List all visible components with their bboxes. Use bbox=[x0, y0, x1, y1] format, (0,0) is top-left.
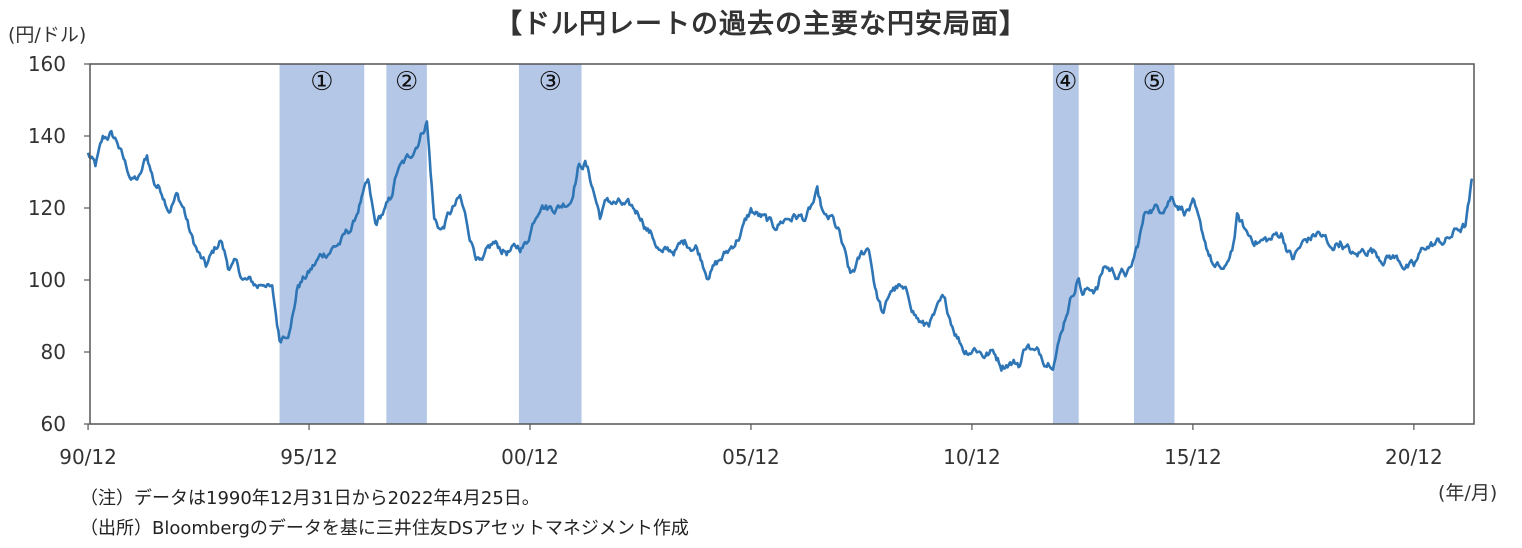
y-tick-label: 160 bbox=[28, 52, 66, 76]
plot-area bbox=[86, 120, 1474, 372]
shaded-period-1 bbox=[279, 64, 365, 424]
shaded-period-2 bbox=[386, 64, 427, 424]
axes: 60 80 100 120 140 160 90/12 95/12 00/12 05/12 10/1… bbox=[28, 52, 1475, 469]
x-tick-label: 15/12 bbox=[1164, 445, 1222, 469]
y-tick-label: 60 bbox=[41, 412, 66, 436]
y-tick-label: 120 bbox=[28, 196, 66, 220]
footnote-source: （出所）Bloombergのデータを基に三井住友DSアセットマネジメント作成 bbox=[80, 518, 689, 539]
shaded-period-label-4: ④ bbox=[1054, 67, 1077, 97]
y-tick-label: 80 bbox=[41, 340, 66, 364]
usdjpy-line bbox=[86, 120, 1474, 372]
chart-title: 【ドル円レートの過去の主要な円安局面】 bbox=[495, 9, 1027, 40]
plot-frame bbox=[89, 63, 1475, 425]
shaded-period-label-2: ② bbox=[395, 67, 418, 97]
x-tick-label: 95/12 bbox=[280, 445, 338, 469]
shaded-period-5 bbox=[1133, 64, 1175, 424]
x-tick-label: 20/12 bbox=[1385, 445, 1443, 469]
shaded-period-label-3: ③ bbox=[539, 67, 562, 97]
shaded-period-3 bbox=[518, 64, 582, 424]
shaded-period-label-1: ① bbox=[310, 67, 333, 97]
x-tick-label: 00/12 bbox=[501, 445, 559, 469]
y-tick-label: 140 bbox=[28, 124, 66, 148]
shaded-periods: ① ② ③ ④ ⑤ bbox=[279, 64, 1175, 424]
y-tick-label: 100 bbox=[28, 268, 66, 292]
x-tick-label: 90/12 bbox=[59, 445, 117, 469]
footnote-data-range: （注）データは1990年12月31日から2022年4月25日。 bbox=[80, 488, 540, 509]
x-axis-unit-label: (年/月) bbox=[1438, 482, 1498, 504]
x-tick-label: 05/12 bbox=[722, 445, 780, 469]
shaded-period-4 bbox=[1052, 64, 1079, 424]
x-tick-label: 10/12 bbox=[943, 445, 1001, 469]
y-axis-unit-label: (円/ドル) bbox=[8, 24, 87, 46]
shaded-period-label-5: ⑤ bbox=[1143, 67, 1166, 97]
